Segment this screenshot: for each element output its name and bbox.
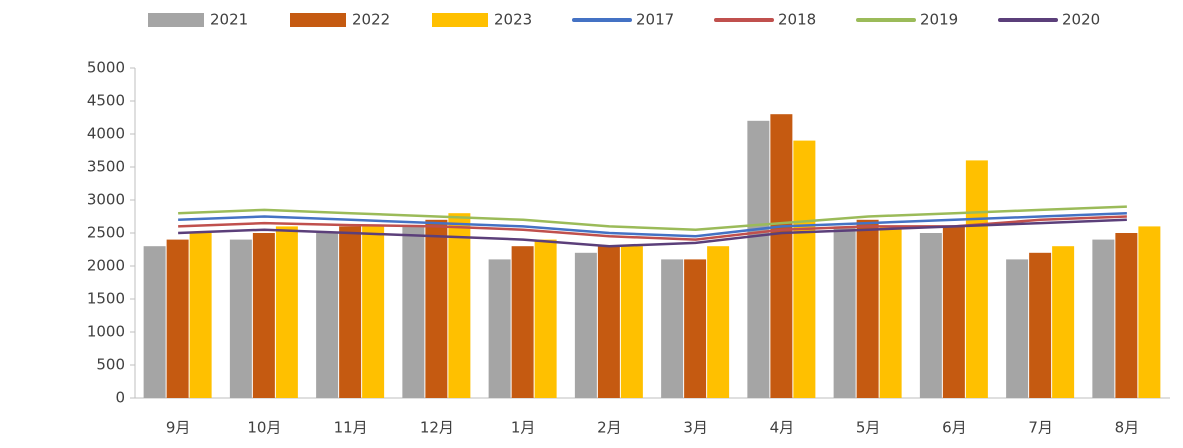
bar [229, 239, 252, 398]
legend-label: 2023 [494, 11, 532, 29]
legend-label: 2019 [920, 11, 958, 29]
bar [856, 219, 879, 398]
y-tick-label: 1500 [87, 290, 125, 308]
legend-label: 2017 [636, 11, 674, 29]
x-tick-label: 1月 [511, 419, 536, 437]
bar [425, 219, 448, 398]
x-tick-label: 9月 [166, 419, 191, 437]
y-tick-label: 500 [96, 356, 125, 374]
x-tick-label: 8月 [1115, 419, 1140, 437]
x-tick-label: 11月 [334, 419, 368, 437]
bar [793, 140, 816, 398]
legend-swatch [432, 13, 488, 27]
bar [275, 226, 298, 398]
legend-label: 2022 [352, 11, 390, 29]
bar [833, 226, 856, 398]
bar [770, 114, 793, 398]
bar [661, 259, 684, 398]
legend-swatch [148, 13, 204, 27]
bar [707, 246, 730, 398]
bar [574, 252, 597, 398]
legend-label: 2021 [210, 11, 248, 29]
line [178, 205, 1127, 231]
y-tick-label: 3000 [87, 191, 125, 209]
bar [488, 259, 511, 398]
x-tick-label: 5月 [856, 419, 881, 437]
legend-label: 2018 [778, 11, 816, 29]
bar [1115, 233, 1138, 398]
bar [316, 233, 339, 398]
x-tick-label: 4月 [770, 419, 795, 437]
y-tick-label: 3500 [87, 158, 125, 176]
y-tick-label: 2000 [87, 257, 125, 275]
bar [597, 246, 620, 398]
y-tick-label: 4000 [87, 125, 125, 143]
bar [1006, 259, 1029, 398]
bar [143, 246, 166, 398]
x-tick-label: 6月 [942, 419, 967, 437]
bar [1092, 239, 1115, 398]
line [178, 211, 1127, 238]
bar [942, 226, 965, 398]
y-tick-label: 2500 [87, 224, 125, 242]
bar [339, 226, 362, 398]
bar [620, 246, 643, 398]
bar [511, 246, 534, 398]
y-tick-label: 5000 [87, 59, 125, 77]
bar [965, 160, 988, 398]
y-tick-label: 1000 [87, 323, 125, 341]
bar [166, 239, 189, 398]
x-tick-label: 2月 [597, 419, 622, 437]
bar [534, 239, 557, 398]
x-tick-label: 3月 [683, 419, 708, 437]
bar [189, 233, 212, 398]
x-tick-label: 10月 [247, 419, 281, 437]
bar [747, 120, 770, 399]
x-tick-label: 7月 [1028, 419, 1053, 437]
bar [879, 226, 902, 398]
legend-label: 2020 [1062, 11, 1100, 29]
bar [1052, 246, 1075, 398]
bar [684, 259, 707, 398]
x-tick-label: 12月 [420, 419, 454, 437]
bar [362, 226, 385, 398]
legend-swatch [290, 13, 346, 27]
bar [252, 233, 275, 398]
bar [448, 213, 471, 398]
y-tick-label: 0 [115, 389, 125, 407]
bar [1029, 252, 1052, 398]
bar [402, 226, 425, 398]
bar [919, 233, 942, 398]
bar [1138, 226, 1161, 398]
y-tick-label: 4500 [87, 92, 125, 110]
line [178, 218, 1127, 248]
